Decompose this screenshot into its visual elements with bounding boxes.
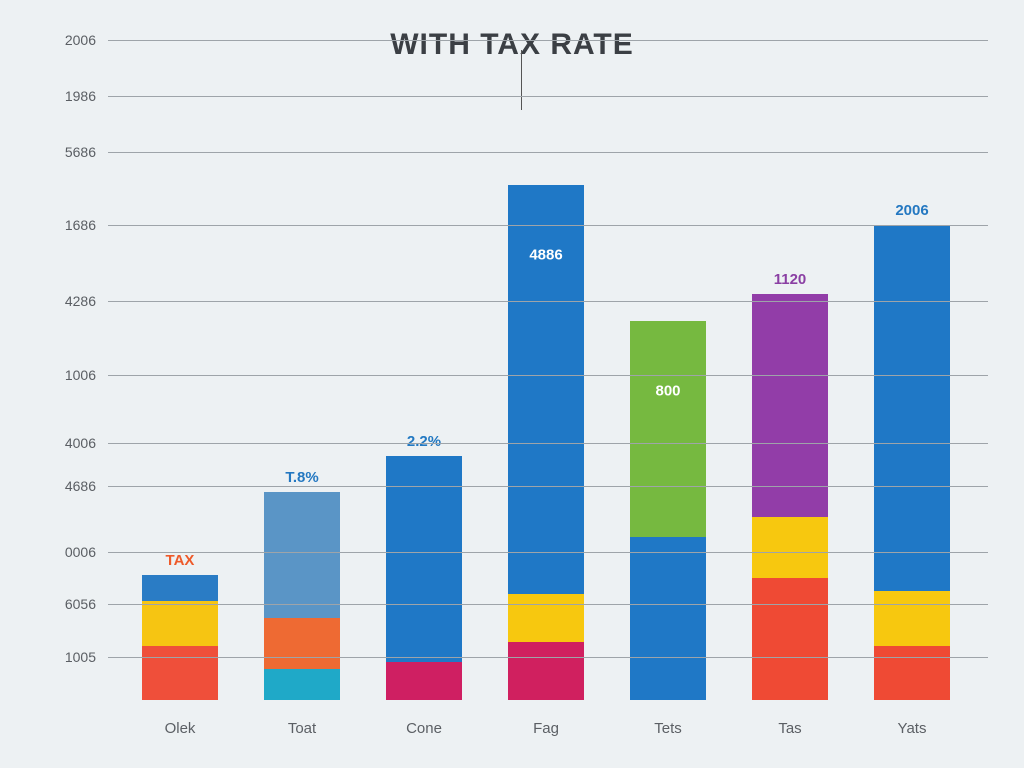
bar-segment: [264, 492, 340, 617]
gridline: [108, 301, 988, 302]
bar-segment: [142, 575, 218, 601]
gridline: [108, 225, 988, 226]
x-tick-label: Cone: [406, 720, 442, 737]
bar-segment: [874, 591, 950, 645]
bar-value-label: 800: [630, 382, 706, 399]
gridline: [108, 657, 988, 658]
x-tick-label: Olek: [165, 720, 196, 737]
bar-segment: [752, 517, 828, 578]
x-tick-label: Yats: [898, 720, 927, 737]
bar-tas: 1120: [752, 294, 828, 700]
gridline: [108, 604, 988, 605]
y-tick-label: 0006: [36, 544, 96, 560]
y-tick-label: 1006: [36, 367, 96, 383]
plot-area: TAXT.8%2.2%488680011202006 OlekToatConeF…: [108, 40, 988, 700]
bar-toat: T.8%: [264, 492, 340, 700]
y-tick-label: 2006: [36, 32, 96, 48]
gridline: [108, 375, 988, 376]
y-tick-label: 1005: [36, 649, 96, 665]
gridline: [108, 40, 988, 41]
x-tick-label: Tas: [778, 720, 801, 737]
y-tick-label: 4686: [36, 478, 96, 494]
bar-segment: [142, 601, 218, 646]
x-tick-label: Fag: [533, 720, 559, 737]
center-guide: [521, 50, 522, 110]
bar-value-label: 2.2%: [386, 433, 462, 450]
bar-value-label: 2006: [874, 202, 950, 219]
bar-olek: TAX: [142, 575, 218, 700]
y-tick-label: 4286: [36, 293, 96, 309]
bar-segment: [386, 662, 462, 700]
x-tick-label: Tets: [654, 720, 682, 737]
bar-value-label: T.8%: [264, 469, 340, 486]
gridline: [108, 486, 988, 487]
bar-segment: [630, 321, 706, 537]
bar-segment: [630, 537, 706, 700]
bar-segment: [508, 642, 584, 700]
gridline: [108, 96, 988, 97]
gridline: [108, 552, 988, 553]
chart-root: WITH TAX RATE TAXT.8%2.2%488680011202006…: [0, 0, 1024, 768]
bar-segment: [386, 456, 462, 662]
bar-segment: [508, 594, 584, 642]
bar-value-label: 4886: [508, 247, 584, 264]
bar-segment: [264, 669, 340, 700]
bar-yats: 2006: [874, 225, 950, 700]
gridline: [108, 152, 988, 153]
bar-value-label: TAX: [142, 552, 218, 569]
gridline: [108, 443, 988, 444]
y-tick-label: 6056: [36, 596, 96, 612]
bar-cone: 2.2%: [386, 456, 462, 700]
bar-segment: [874, 225, 950, 591]
bar-segment: [752, 578, 828, 700]
y-tick-label: 4006: [36, 435, 96, 451]
bar-tets: 800: [630, 321, 706, 701]
bar-segment: [142, 646, 218, 700]
bar-segment: [264, 618, 340, 669]
y-tick-label: 1986: [36, 88, 96, 104]
bar-segment: [874, 646, 950, 700]
y-tick-label: 1686: [36, 217, 96, 233]
bar-segment: [752, 294, 828, 517]
bar-value-label: 1120: [752, 271, 828, 288]
x-tick-label: Toat: [288, 720, 316, 737]
y-tick-label: 5686: [36, 144, 96, 160]
